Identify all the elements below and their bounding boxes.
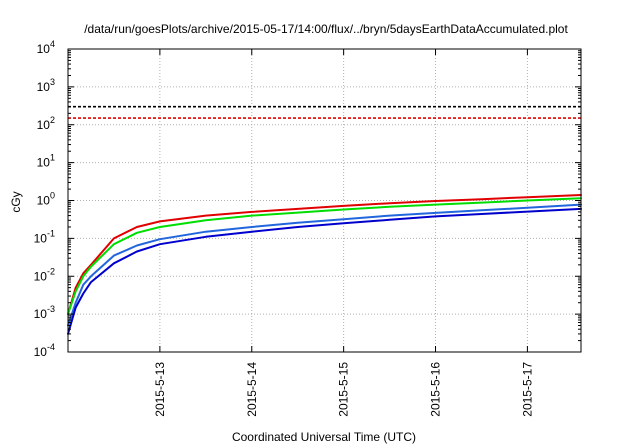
x-tick-label: 2015-5-16 bbox=[429, 362, 443, 417]
y-tick-label: 103 bbox=[37, 77, 55, 94]
y-tick-label: 10-2 bbox=[34, 266, 55, 283]
y-axis-label: cGy bbox=[9, 191, 23, 212]
y-tick-label: 10-1 bbox=[34, 228, 55, 245]
y-tick-label: 101 bbox=[37, 153, 55, 170]
series-line bbox=[67, 197, 582, 316]
y-axis-ticks: 10-4 10-3 10-2 10-1 100 101 102 103 104 bbox=[34, 39, 581, 359]
reference-lines bbox=[68, 105, 581, 119]
series-line bbox=[67, 203, 582, 327]
y-tick-label: 100 bbox=[37, 191, 55, 208]
series-lines bbox=[67, 194, 582, 335]
x-axis-label: Coordinated Universal Time (UTC) bbox=[232, 430, 416, 444]
x-tick-label: 2015-5-15 bbox=[337, 362, 351, 417]
grid bbox=[68, 49, 581, 352]
y-tick-label: 104 bbox=[37, 39, 55, 56]
x-axis-ticks: 2015-5-13 2015-5-14 2015-5-15 2015-5-16 2015… bbox=[153, 49, 534, 417]
y-tick-label: 10-3 bbox=[34, 304, 55, 321]
series-line bbox=[67, 207, 582, 335]
x-tick-label: 2015-5-13 bbox=[153, 362, 167, 417]
chart-title: /data/run/goesPlots/archive/2015-05-17/1… bbox=[84, 22, 568, 36]
y-tick-label: 10-4 bbox=[34, 342, 55, 359]
series-line bbox=[67, 194, 582, 316]
x-tick-label: 2015-5-17 bbox=[520, 362, 534, 417]
plot-frame bbox=[67, 48, 582, 353]
x-tick-label: 2015-5-14 bbox=[245, 362, 259, 417]
y-tick-label: 102 bbox=[37, 115, 55, 132]
